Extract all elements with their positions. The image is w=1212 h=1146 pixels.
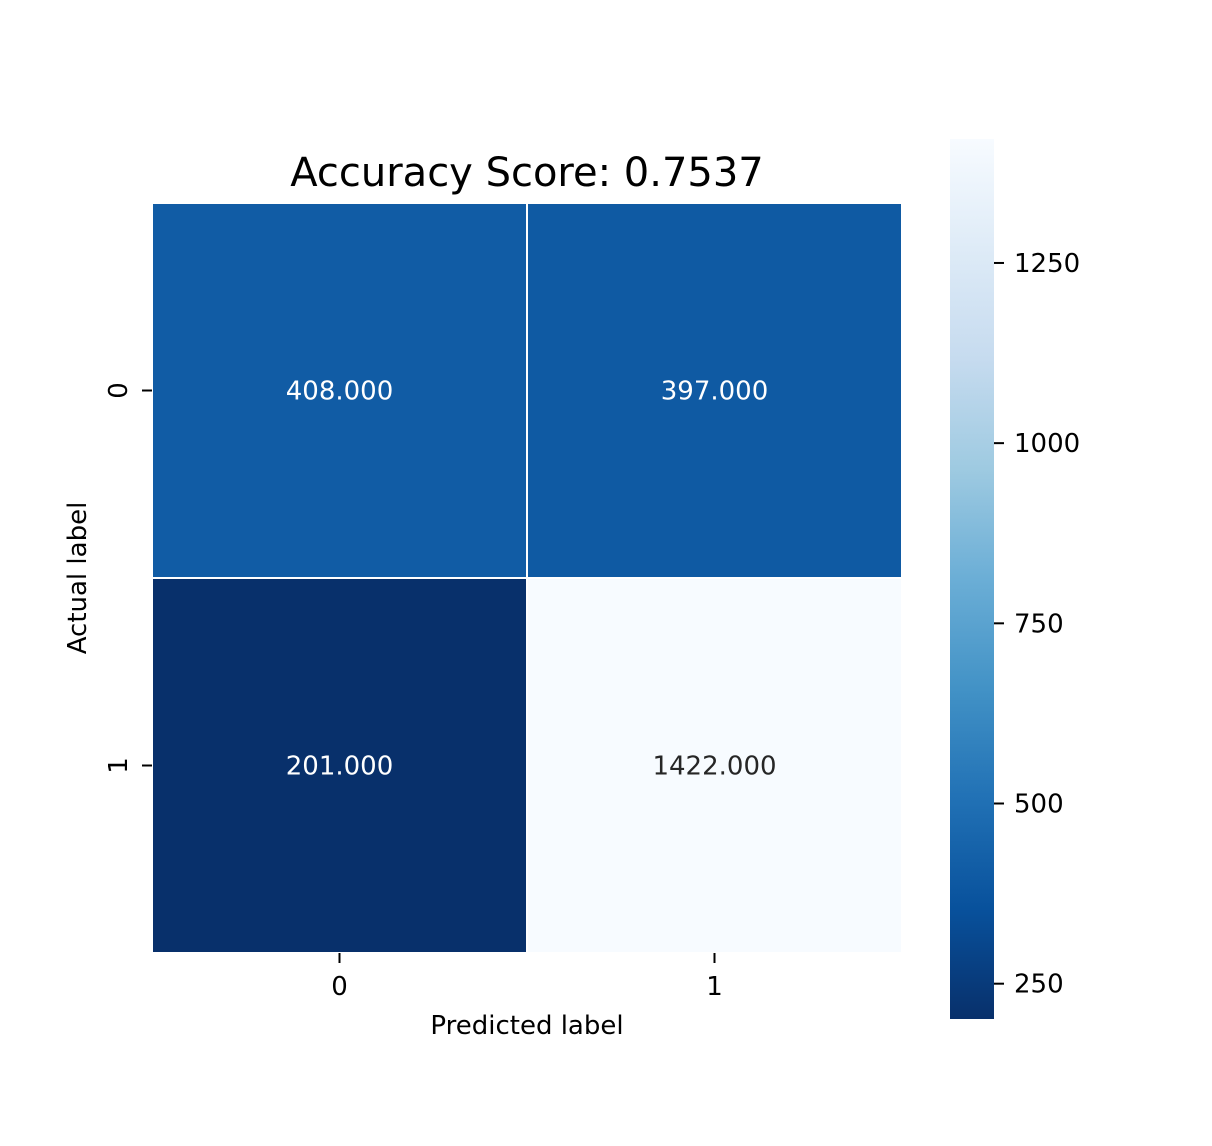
- cell-value-label-r1-c1: 1422.000: [652, 752, 776, 782]
- colorbar-tick-label-3: 1000: [1014, 429, 1080, 459]
- heatmap-cell-labels: 408.000 397.000 201.000 1422.000: [286, 377, 777, 782]
- heatmap-cell-r1-c0: [151, 577, 528, 954]
- heatmap-cell-r0-c1: [526, 202, 903, 579]
- cell-value-label-r0-c0: 408.000: [286, 377, 394, 407]
- colorbar-tick-label-1: 500: [1014, 790, 1064, 820]
- y-axis-ticks: 01: [104, 382, 152, 774]
- heatmap-cell-r1-c1: [526, 577, 903, 954]
- heatmap-cell-r0-c0: [151, 202, 528, 579]
- y-axis-label: Actual label: [63, 502, 93, 655]
- colorbar-tick-label-2: 750: [1014, 609, 1064, 639]
- x-tick-label-1: 1: [706, 972, 723, 1002]
- cell-value-label-r1-c0: 201.000: [286, 752, 394, 782]
- x-tick-label-0: 0: [331, 972, 348, 1002]
- cell-value-label-r0-c1: 397.000: [661, 377, 769, 407]
- x-axis-label: Predicted label: [430, 1011, 623, 1041]
- colorbar: [950, 139, 994, 1019]
- y-tick-label-0: 0: [104, 382, 134, 399]
- colorbar-tick-label-4: 1250: [1014, 249, 1080, 279]
- chart-title: Accuracy Score: 0.7537: [290, 150, 764, 196]
- y-tick-label-1: 1: [104, 757, 134, 774]
- colorbar-ticks: 250 500 750 1000 1250: [994, 249, 1080, 1000]
- heatmap-cells: [151, 202, 903, 954]
- colorbar-tick-label-0: 250: [1014, 970, 1064, 1000]
